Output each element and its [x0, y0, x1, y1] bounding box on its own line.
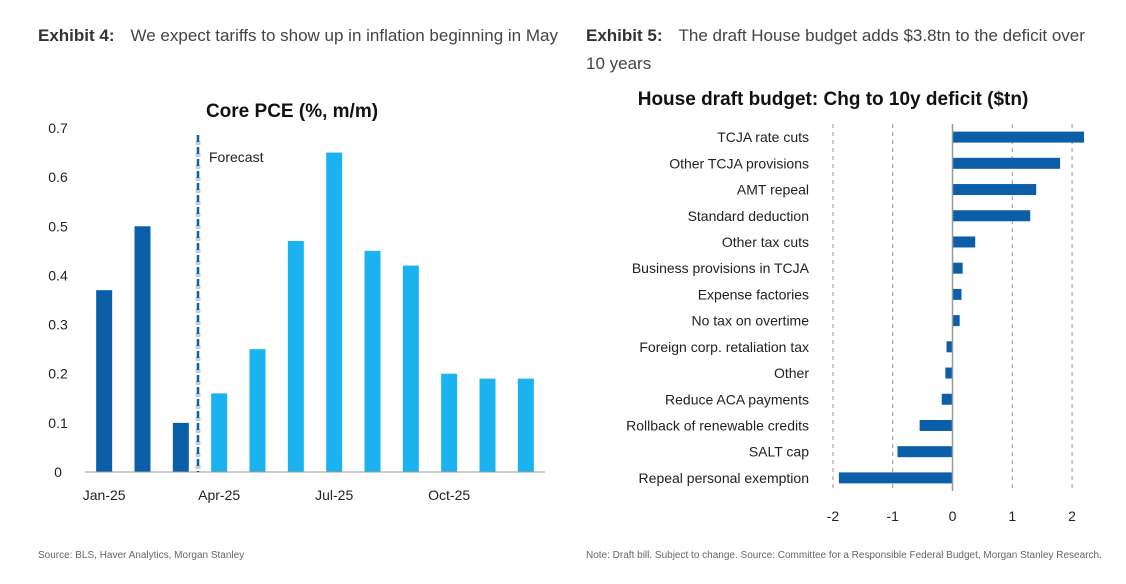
bar-tcja-rate-cuts	[952, 131, 1085, 143]
x-tick-label: -2	[827, 508, 840, 524]
category-label: Rollback of renewable credits	[626, 417, 809, 433]
y-tick-label: 0.6	[48, 169, 68, 185]
bar-jun-25	[287, 241, 304, 472]
bar-other-tax-cuts	[952, 236, 976, 248]
bar-oct-25	[441, 373, 458, 472]
category-label: SALT cap	[749, 444, 809, 460]
category-label: Reduce ACA payments	[665, 391, 809, 407]
category-label: Other	[774, 365, 809, 381]
bar-no-tax-on-overtime	[952, 315, 960, 327]
category-label: No tax on overtime	[692, 313, 810, 329]
category-label: Business provisions in TCJA	[632, 260, 810, 276]
bar-business-provisions-in-tcja	[952, 262, 963, 274]
bar-feb-25	[134, 226, 151, 472]
bar-may-25	[249, 349, 266, 472]
chart4-title: Core PCE (%, m/m)	[206, 101, 378, 122]
x-tick-label: 0	[949, 508, 957, 524]
y-tick-label: 0.7	[48, 120, 68, 136]
x-tick-label: 1	[1008, 508, 1016, 524]
chart5-title: House draft budget: Chg to 10y deficit (…	[638, 89, 1029, 110]
bar-amt-repeal	[952, 184, 1037, 196]
exhibit4-caption: We expect tariffs to show up in inflatio…	[130, 26, 558, 45]
bar-sep-25	[402, 265, 419, 472]
exhibit5-source: Note: Draft bill. Subject to change. Sou…	[586, 550, 1102, 561]
x-tick-label: Oct-25	[428, 487, 470, 503]
bar-aug-25	[364, 250, 381, 472]
category-label: Expense factories	[698, 286, 809, 302]
bar-dec-25	[517, 378, 534, 472]
x-tick-label: Apr-25	[198, 487, 240, 503]
bar-nov-25	[479, 378, 496, 472]
bar-rollback-of-renewable-credits	[919, 419, 953, 431]
y-tick-label: 0	[54, 464, 62, 480]
bar-apr-25	[211, 393, 228, 472]
y-tick-label: 0.2	[48, 366, 68, 382]
bar-mar-25	[172, 422, 189, 472]
x-tick-label: Jul-25	[315, 487, 353, 503]
bar-standard-deduction	[952, 210, 1031, 222]
category-label: TCJA rate cuts	[717, 129, 809, 145]
x-tick-label: 2	[1068, 508, 1076, 524]
exhibit5-heading: Exhibit 5: The draft House budget adds $3…	[586, 22, 1106, 78]
exhibit4-label: Exhibit 4:	[38, 26, 115, 45]
bar-jan-25	[96, 290, 113, 472]
y-tick-label: 0.5	[48, 218, 68, 234]
bar-other-tcja-provisions	[952, 157, 1061, 169]
exhibit5-caption: The draft House budget adds $3.8tn to th…	[586, 26, 1085, 73]
category-label: Other tax cuts	[722, 234, 809, 250]
y-tick-label: 0.4	[48, 267, 68, 283]
category-label: Other TCJA provisions	[669, 155, 809, 171]
forecast-annotation: Forecast	[209, 149, 264, 165]
category-label: Repeal personal exemption	[639, 470, 809, 486]
x-tick-label: -1	[886, 508, 899, 524]
x-tick-label: Jan-25	[83, 487, 126, 503]
bar-salt-cap	[897, 446, 953, 458]
bar-reduce-aca-payments	[941, 393, 953, 405]
bar-jul-25	[326, 152, 343, 473]
bar-other	[945, 367, 953, 379]
category-label: AMT repeal	[737, 182, 809, 198]
exhibit5-label: Exhibit 5:	[586, 26, 663, 45]
y-tick-label: 0.3	[48, 317, 68, 333]
bar-foreign-corp-retaliation-tax	[946, 341, 953, 353]
category-label: Foreign corp. retaliation tax	[639, 339, 809, 355]
category-label: Standard deduction	[688, 208, 809, 224]
bar-expense-factories	[952, 288, 962, 300]
exhibit4-source: Source: BLS, Haver Analytics, Morgan Sta…	[38, 550, 245, 561]
bar-repeal-personal-exemption	[838, 472, 953, 484]
y-tick-label: 0.1	[48, 415, 68, 431]
exhibit4-heading: Exhibit 4: We expect tariffs to show up i…	[38, 22, 558, 50]
